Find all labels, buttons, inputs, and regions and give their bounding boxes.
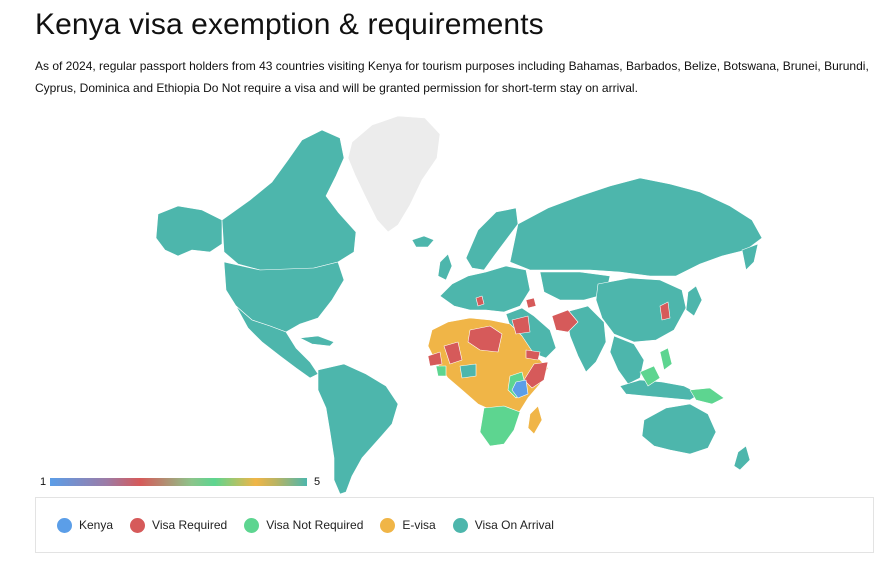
central-asia-region[interactable] (539, 271, 611, 301)
page-description: As of 2024, regular passport holders fro… (35, 59, 869, 95)
africa-visa-on-arrival-west[interactable] (459, 363, 477, 379)
south-america-region[interactable] (317, 363, 399, 495)
africa-visa-not-required-west[interactable] (435, 365, 447, 377)
legend-item-visa-not-required[interactable]: Visa Not Required (244, 517, 364, 533)
new-guinea-region[interactable] (689, 387, 725, 405)
map-legend: Kenya Visa Required Visa Not Required E-… (35, 497, 874, 553)
legend-item-kenya[interactable]: Kenya (57, 517, 114, 533)
caucasus-visa-required[interactable] (525, 297, 537, 309)
legend-dot-visa-not-required (244, 517, 260, 533)
madagascar-region[interactable] (527, 405, 543, 435)
caribbean-region[interactable] (299, 335, 335, 347)
legend-dot-visa-required (130, 517, 146, 533)
europe-visa-required[interactable] (475, 295, 485, 307)
europe-region[interactable] (439, 265, 531, 313)
africa-visa-required-west[interactable] (443, 341, 463, 365)
legend-label-visa-required: Visa Required (152, 518, 228, 532)
russia-region[interactable] (509, 177, 763, 277)
scale-gradient-bar (50, 478, 307, 486)
uk-region[interactable] (437, 253, 453, 281)
legend-dot-visa-on-arrival (452, 517, 468, 533)
indonesia-region[interactable] (619, 379, 701, 401)
legend-label-visa-not-required: Visa Not Required (266, 518, 364, 532)
afghanistan-pakistan-visa-required[interactable] (551, 309, 579, 333)
usa-region[interactable] (223, 261, 345, 333)
greenland-region[interactable] (347, 115, 441, 233)
legend-item-visa-on-arrival[interactable]: Visa On Arrival (452, 517, 554, 533)
world-map[interactable] (0, 100, 895, 500)
africa-visa-required-north[interactable] (467, 325, 503, 353)
southeast-asia-region[interactable] (609, 335, 645, 385)
kenya-region[interactable] (511, 379, 529, 399)
africa-visa-required-northwest[interactable] (427, 351, 443, 367)
australia-region[interactable] (641, 403, 717, 455)
korea-visa-required[interactable] (659, 301, 671, 321)
legend-item-e-visa[interactable]: E-visa (380, 517, 436, 533)
philippines-region[interactable] (659, 347, 673, 371)
color-scale: 1 5 (38, 474, 328, 490)
alaska-region[interactable] (155, 205, 223, 257)
kamchatka-region[interactable] (741, 243, 759, 271)
scale-min-label: 1 (40, 476, 47, 488)
page-title: Kenya visa exemption & requirements (35, 8, 544, 41)
canada-region[interactable] (221, 129, 357, 273)
legend-item-visa-required[interactable]: Visa Required (130, 517, 228, 533)
scale-max-label: 5 (314, 476, 321, 488)
iceland-region[interactable] (411, 235, 435, 248)
africa-visa-not-required-south[interactable] (479, 405, 521, 447)
yemen-visa-required[interactable] (525, 349, 541, 361)
legend-dot-e-visa (380, 517, 396, 533)
borneo-region[interactable] (639, 365, 661, 387)
scandinavia-region[interactable] (465, 207, 519, 271)
legend-label-kenya: Kenya (79, 518, 114, 532)
china-region[interactable] (595, 277, 687, 343)
legend-label-visa-on-arrival: Visa On Arrival (474, 518, 554, 532)
japan-region[interactable] (685, 285, 703, 317)
africa-visa-required-horn[interactable] (523, 361, 549, 389)
middle-east-visa-required[interactable] (511, 315, 531, 335)
legend-label-e-visa: E-visa (402, 518, 436, 532)
new-zealand-region[interactable] (733, 445, 751, 471)
legend-dot-kenya (57, 517, 72, 533)
